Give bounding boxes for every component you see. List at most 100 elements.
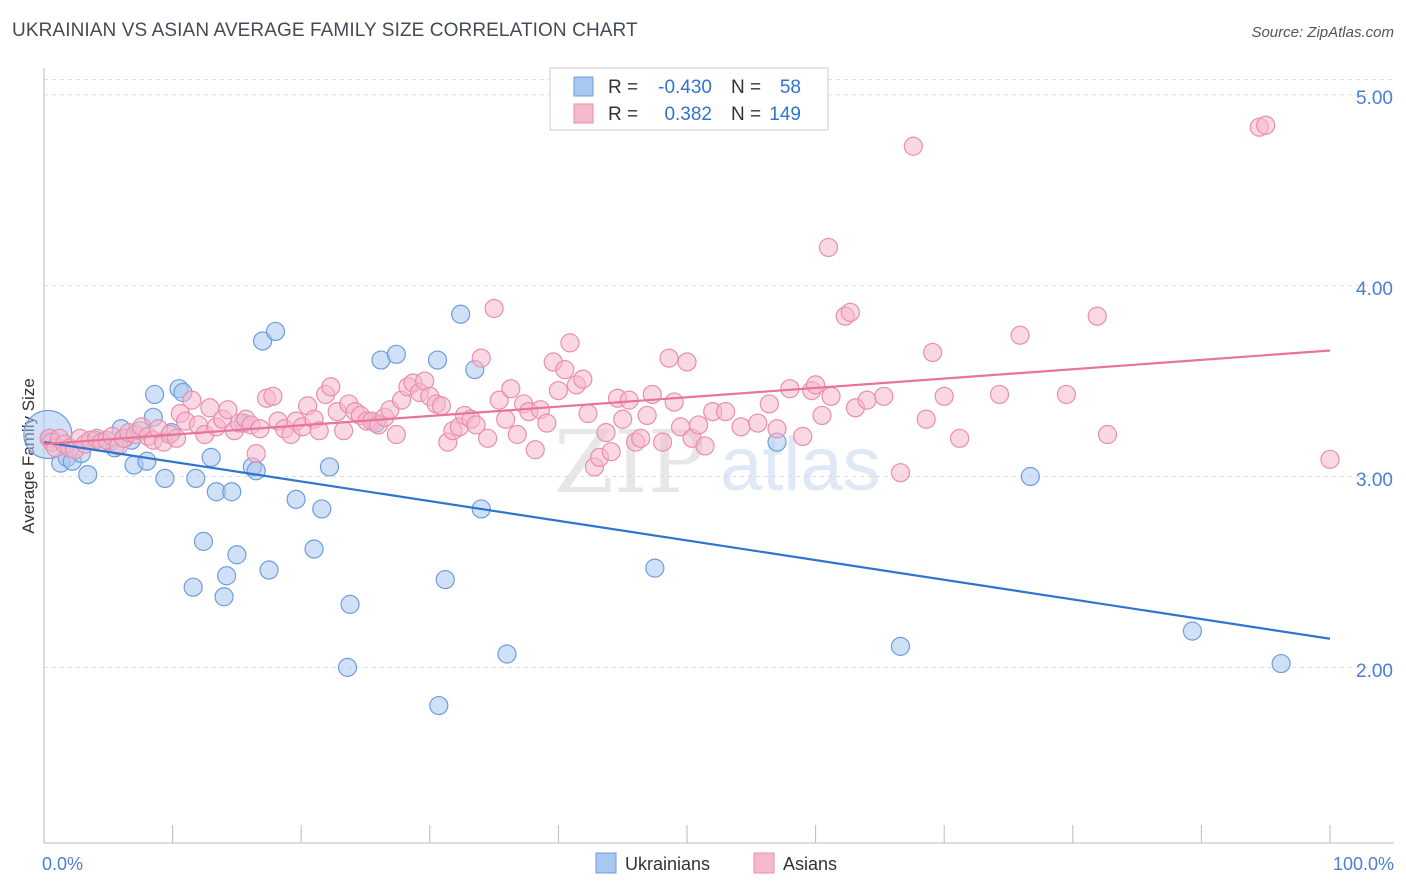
data-point-asians: [715, 401, 736, 422]
data-point-asians: [1056, 384, 1076, 405]
data-point-asians: [659, 348, 679, 368]
data-point-asians: [386, 424, 406, 445]
data-point-asians: [890, 463, 911, 483]
data-point-ukrainians: [1182, 621, 1202, 641]
data-point-asians: [821, 386, 841, 406]
data-point-asians: [677, 352, 697, 372]
legend-n-label: N =: [731, 77, 761, 98]
trend-line-asians: [43, 349, 1331, 446]
legend-n-value-ukrainians: 58: [780, 77, 801, 98]
trend-lines: [43, 349, 1331, 640]
data-point-asians: [496, 409, 516, 429]
data-point-ukrainians: [645, 558, 665, 578]
data-point-asians: [923, 342, 943, 363]
data-point-ukrainians: [227, 545, 247, 565]
data-point-asians: [934, 386, 954, 406]
data-point-asians: [501, 379, 521, 399]
data-point-asians: [916, 409, 936, 429]
data-point-asians: [263, 386, 283, 406]
data-point-asians: [182, 390, 202, 410]
y-axis-title: Average Family Size: [19, 378, 38, 534]
y-tick-labels: 5.00 4.00 3.00 2.00: [1356, 88, 1393, 682]
data-point-asians: [466, 415, 486, 435]
y-tick-label: 5.00: [1356, 88, 1393, 109]
data-point-asians: [695, 436, 715, 456]
data-point-asians: [748, 413, 768, 433]
data-point-asians: [334, 421, 354, 441]
data-point-ukrainians: [1271, 653, 1291, 674]
data-point-asians: [874, 386, 894, 406]
data-point-asians: [688, 415, 709, 435]
data-point-asians: [631, 428, 651, 448]
data-point-ukrainians: [304, 539, 324, 559]
data-point-ukrainians: [427, 350, 448, 370]
data-point-asians: [596, 422, 616, 443]
data-point-ukrainians: [497, 644, 517, 664]
legend-r-value-asians: 0.382: [664, 104, 712, 125]
data-point-ukrainians: [186, 468, 206, 489]
y-tick-label: 2.00: [1356, 661, 1393, 682]
bottom-legend-swatch-ukrainians: [595, 852, 617, 874]
data-point-ukrainians: [435, 569, 455, 590]
data-point-asians: [1256, 115, 1276, 135]
x-axis-ticks: [43, 825, 1331, 843]
data-point-ukrainians: [201, 447, 221, 468]
data-point-ukrainians: [340, 594, 360, 614]
bottom-legend: Ukrainians Asians: [595, 852, 837, 874]
data-point-asians: [1320, 449, 1340, 469]
chart-title: UKRAINIAN VS ASIAN AVERAGE FAMILY SIZE C…: [12, 20, 638, 41]
data-point-ukrainians: [337, 657, 358, 677]
data-point-asians: [840, 302, 860, 322]
series-asians-points: [39, 115, 1340, 483]
y-tick-label: 4.00: [1356, 279, 1393, 300]
data-point-asians: [731, 417, 751, 437]
data-point-asians: [601, 442, 621, 462]
data-point-ukrainians: [253, 331, 273, 351]
data-point-ukrainians: [265, 321, 286, 342]
data-point-ukrainians: [386, 344, 406, 364]
data-point-asians: [578, 403, 598, 424]
data-point-ukrainians: [429, 695, 449, 716]
data-point-asians: [1010, 325, 1030, 345]
data-point-asians: [950, 428, 970, 448]
data-point-ukrainians: [137, 451, 157, 471]
data-point-asians: [321, 377, 341, 397]
data-point-asians: [537, 413, 557, 433]
data-point-asians: [637, 405, 657, 426]
data-point-asians: [478, 428, 498, 448]
bottom-legend-swatch-asians: [753, 852, 775, 874]
data-point-asians: [246, 443, 266, 464]
data-point-ukrainians: [319, 457, 340, 477]
data-point-asians: [309, 421, 329, 441]
bottom-legend-label-asians: Asians: [783, 854, 837, 874]
data-point-asians: [818, 237, 839, 258]
data-point-asians: [560, 333, 580, 353]
data-point-asians: [613, 409, 633, 429]
bottom-legend-label-ukrainians: Ukrainians: [625, 854, 710, 874]
data-point-ukrainians: [217, 566, 237, 586]
data-point-asians: [507, 424, 527, 445]
x-tick-label-start: 0.0%: [42, 854, 83, 874]
data-point-asians: [793, 426, 813, 447]
data-point-asians: [471, 348, 491, 368]
data-point-asians: [489, 390, 509, 410]
legend-r-value-ukrainians: -0.430: [658, 77, 712, 98]
data-point-ukrainians: [312, 499, 332, 519]
legend-n-value-asians: 149: [769, 104, 801, 125]
data-point-asians: [903, 136, 923, 156]
data-point-asians: [484, 298, 504, 319]
data-point-asians: [218, 400, 238, 420]
data-point-asians: [573, 369, 593, 389]
legend-n-label: N =: [731, 104, 761, 125]
data-point-asians: [1087, 306, 1107, 326]
data-point-asians: [555, 360, 575, 380]
data-point-asians: [759, 394, 779, 414]
data-point-ukrainians: [78, 464, 98, 485]
legend-r-label: R =: [608, 77, 638, 98]
gridlines: [44, 78, 1394, 668]
legend-swatch-asians: [573, 103, 594, 124]
data-point-asians: [431, 396, 451, 416]
legend-box: R = -0.430 N = 58 R = 0.382 N = 149: [549, 67, 829, 131]
data-point-ukrainians: [222, 482, 242, 502]
data-point-asians: [1097, 424, 1118, 445]
